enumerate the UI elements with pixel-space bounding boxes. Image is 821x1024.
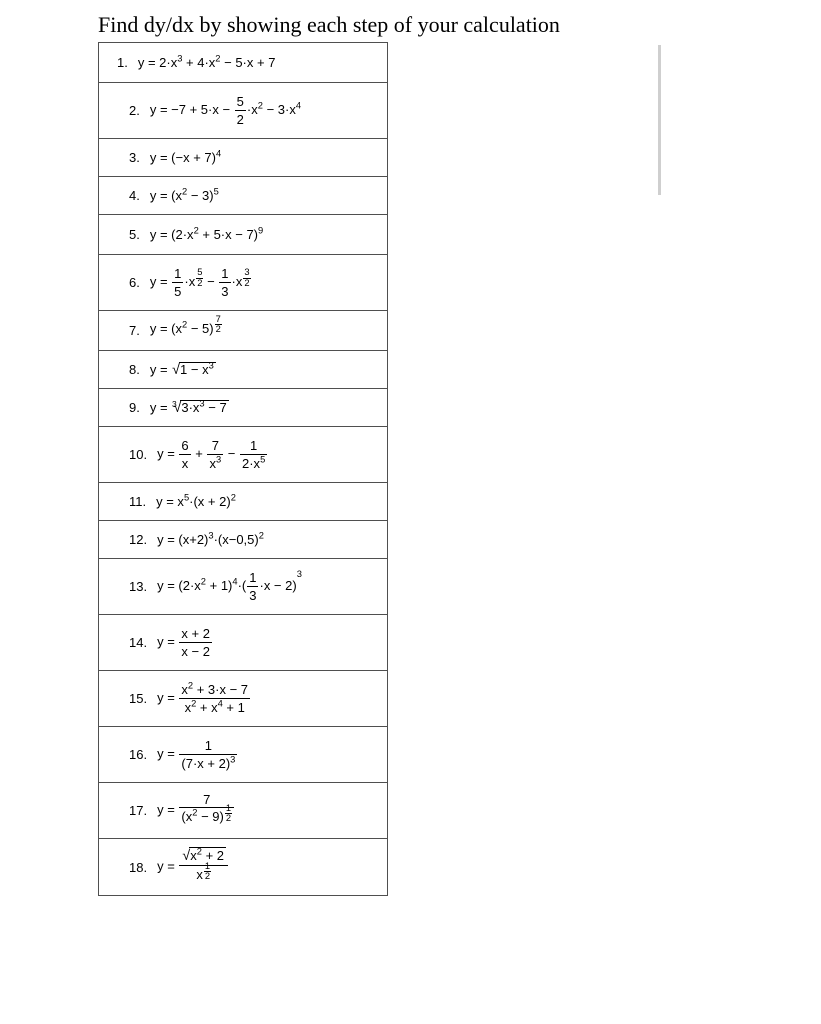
problem-number: 15.	[99, 691, 157, 706]
problem-row: 17.y = 7(x2 − 9)12	[99, 783, 387, 839]
problem-expression: y = (2·x2 + 1)4·(13·x − 2)3	[157, 570, 302, 603]
problem-expression: y = (−x + 7)4	[150, 151, 221, 164]
problem-row: 14.y = x + 2x − 2	[99, 615, 387, 671]
problem-expression: y = 6x + 7x3 − 12·x5	[157, 438, 268, 471]
problem-number: 7.	[99, 323, 150, 338]
problem-number: 1.	[99, 55, 138, 70]
problem-row: 6.y = 15·x52 − 13·x32	[99, 255, 387, 311]
problem-row: 2.y = −7 + 5·x − 52·x2 − 3·x4	[99, 83, 387, 139]
problem-expression: y = 1 − x3	[150, 362, 216, 377]
problem-expression: y = −7 + 5·x − 52·x2 − 3·x4	[150, 94, 301, 127]
problem-row: 11.y = x5·(x + 2)2	[99, 483, 387, 521]
problem-number: 18.	[99, 860, 157, 875]
scrollbar-indicator	[658, 45, 661, 195]
problem-number: 9.	[99, 400, 150, 415]
problem-number: 2.	[99, 103, 150, 118]
problem-number: 10.	[99, 447, 157, 462]
problem-number: 6.	[99, 275, 150, 290]
problem-number: 4.	[99, 188, 150, 203]
problem-number: 17.	[99, 803, 157, 818]
problems-table: 1.y = 2·x3 + 4·x2 − 5·x + 72.y = −7 + 5·…	[98, 42, 388, 896]
problem-number: 16.	[99, 747, 157, 762]
problem-expression: y = 1(7·x + 2)3	[157, 738, 238, 771]
problem-expression: y = x2 + 3·x − 7x2 + x4 + 1	[157, 682, 251, 715]
problem-row: 5.y = (2·x2 + 5·x − 7)9	[99, 215, 387, 255]
problem-row: 18.y = x2 + 2x12	[99, 839, 387, 895]
problem-number: 8.	[99, 362, 150, 377]
problem-row: 4.y = (x2 − 3)5	[99, 177, 387, 215]
problem-expression: y = 7(x2 − 9)12	[157, 792, 235, 829]
problem-row: 1.y = 2·x3 + 4·x2 − 5·x + 7	[99, 43, 387, 83]
problem-expression: y = x + 2x − 2	[157, 626, 213, 659]
problem-row: 10.y = 6x + 7x3 − 12·x5	[99, 427, 387, 483]
problem-expression: y = (x2 − 3)5	[150, 189, 219, 202]
problem-number: 11.	[99, 494, 156, 509]
problem-row: 8.y = 1 − x3	[99, 351, 387, 389]
problem-number: 3.	[99, 150, 150, 165]
problem-row: 12.y = (x+2)3·(x−0,5)2	[99, 521, 387, 559]
problem-number: 5.	[99, 227, 150, 242]
problem-row: 13.y = (2·x2 + 1)4·(13·x − 2)3	[99, 559, 387, 615]
problem-number: 12.	[99, 532, 157, 547]
problem-row: 7.y = (x2 − 5)72	[99, 311, 387, 351]
problem-expression: y = 2·x3 + 4·x2 − 5·x + 7	[138, 56, 276, 69]
problem-number: 14.	[99, 635, 157, 650]
problem-row: 15.y = x2 + 3·x − 7x2 + x4 + 1	[99, 671, 387, 727]
problem-row: 9.y = 33·x3 − 7	[99, 389, 387, 427]
page-title: Find dy/dx by showing each step of your …	[98, 12, 821, 38]
problem-expression: y = x2 + 2x12	[157, 847, 229, 887]
problem-expression: y = (2·x2 + 5·x − 7)9	[150, 228, 263, 241]
problem-expression: y = (x2 − 5)72	[150, 321, 222, 341]
problem-expression: y = 33·x3 − 7	[150, 400, 229, 415]
problem-row: 3.y = (−x + 7)4	[99, 139, 387, 177]
problem-number: 13.	[99, 579, 157, 594]
problem-expression: y = (x+2)3·(x−0,5)2	[157, 533, 264, 546]
problem-row: 16.y = 1(7·x + 2)3	[99, 727, 387, 783]
problem-expression: y = 15·x52 − 13·x32	[150, 266, 251, 299]
problem-expression: y = x5·(x + 2)2	[156, 495, 236, 508]
